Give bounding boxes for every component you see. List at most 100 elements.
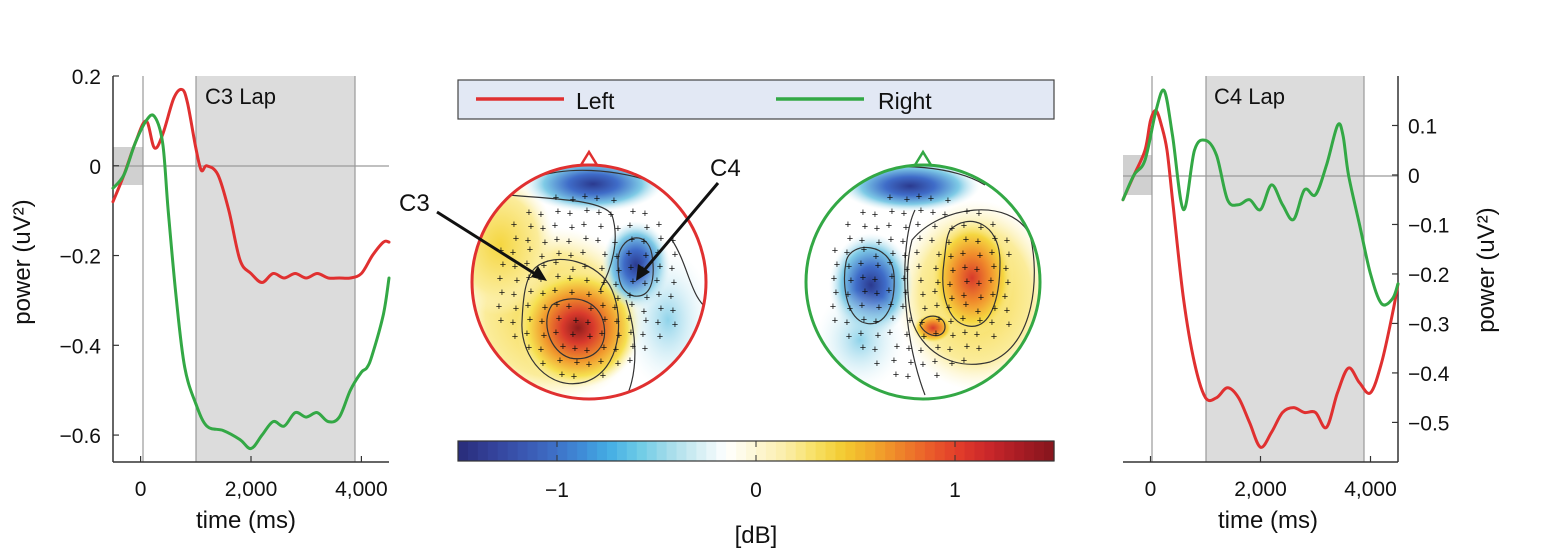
colorbar-cell	[895, 441, 906, 461]
colorbar-cell	[527, 441, 539, 461]
sensor-marker: +	[1006, 319, 1012, 331]
sensor-marker: +	[584, 345, 590, 357]
colorbar-cell	[547, 441, 558, 461]
colorbar-cell	[805, 441, 817, 461]
sensor-marker: +	[844, 247, 850, 259]
sensor-marker: +	[890, 248, 896, 260]
analysis-window-band	[1206, 76, 1364, 462]
sensor-marker: +	[928, 193, 934, 205]
sensor-marker: +	[906, 343, 912, 355]
colorbar-cell	[785, 441, 797, 461]
sensor-marker: +	[526, 272, 532, 284]
sensor-marker: +	[553, 192, 559, 204]
contour-line	[919, 315, 946, 337]
sensor-marker: +	[524, 328, 530, 340]
colorbar-cell	[885, 441, 896, 461]
contour-line	[671, 239, 706, 313]
sensor-marker: +	[916, 261, 922, 273]
sensor-marker: +	[1004, 305, 1010, 317]
colorbar-cell	[467, 441, 479, 461]
analysis-window-band	[196, 76, 355, 462]
y-axis-label: power (uV²)	[1473, 207, 1500, 332]
sensor-marker: +	[613, 344, 619, 356]
sensor-marker: +	[847, 233, 853, 245]
sensor-marker: +	[946, 237, 952, 249]
sensor-marker: +	[1004, 235, 1010, 247]
colorbar-cell	[974, 441, 986, 461]
sensor-marker: +	[602, 249, 608, 261]
colorbar-cell	[815, 441, 827, 461]
sensor-marker: +	[873, 316, 879, 328]
sensor-marker: +	[556, 248, 562, 260]
sensor-marker: +	[949, 223, 955, 235]
sensor-marker: +	[616, 265, 622, 277]
sensor-marker: +	[844, 317, 850, 329]
sensor-marker: +	[615, 223, 621, 235]
sensor-marker: +	[670, 305, 676, 317]
sensor-marker: +	[901, 273, 907, 285]
y-tick-label: −0.4	[1408, 363, 1450, 386]
sensor-marker: +	[918, 345, 924, 357]
sensor-marker: +	[890, 313, 896, 325]
sensor-marker: +	[658, 303, 664, 315]
sensor-marker: +	[947, 344, 953, 356]
sensor-marker: +	[903, 287, 909, 299]
sensor-marker: +	[612, 237, 618, 249]
colorbar-cell	[855, 441, 866, 461]
sensor-marker: +	[608, 209, 614, 221]
y-tick-label: 0.2	[72, 66, 101, 89]
sensor-marker: +	[587, 331, 593, 343]
sensor-marker: +	[566, 301, 572, 313]
sensor-marker: +	[538, 344, 544, 356]
colorbar-cell	[845, 441, 856, 461]
sensor-marker: +	[596, 207, 602, 219]
panel-label-c4: C4 Lap	[1214, 84, 1285, 109]
colorbar-cell	[557, 441, 568, 461]
sensor-marker: +	[584, 205, 590, 217]
sensor-marker: +	[988, 275, 994, 287]
sensor-marker: +	[935, 342, 941, 354]
sensor-marker: +	[1006, 249, 1012, 261]
sensor-marker: +	[655, 317, 661, 329]
sensor-marker: +	[976, 343, 982, 355]
contour-line	[617, 237, 654, 297]
sensor-marker: +	[978, 222, 984, 234]
sensor-marker: +	[644, 292, 650, 304]
sensor-marker: +	[588, 303, 594, 315]
sensor-marker: +	[525, 235, 531, 247]
sensor-marker: +	[901, 208, 907, 220]
sensor-marker: +	[960, 313, 966, 325]
sensor-marker: +	[654, 275, 660, 287]
sensor-marker: +	[950, 330, 956, 342]
colorbar-cell	[458, 441, 469, 461]
sensor-marker: +	[525, 300, 531, 312]
colorbar-cell	[1014, 441, 1025, 461]
colorbar-cell	[587, 441, 598, 461]
sensor-marker: +	[560, 341, 566, 353]
sensor-marker: +	[671, 277, 677, 289]
sensor-marker: +	[598, 286, 604, 298]
sensor-marker: +	[992, 303, 998, 315]
sensor-marker: +	[574, 357, 580, 369]
sensor-marker: +	[831, 273, 837, 285]
sensor-marker: +	[962, 327, 968, 339]
sensor-marker: +	[935, 277, 941, 289]
sensor-marker: +	[920, 289, 926, 301]
colorbar-tick-label: −1	[545, 479, 569, 502]
contour-line	[843, 246, 895, 325]
colorbar-cell	[626, 441, 638, 461]
nose-marker	[912, 149, 934, 167]
colorbar-cell	[507, 441, 519, 461]
sensor-marker: +	[860, 342, 866, 354]
head-outline	[804, 163, 1042, 401]
y-tick-label: −0.2	[1408, 264, 1449, 287]
sensor-marker: +	[510, 317, 516, 329]
y-tick-label: 0	[1408, 165, 1420, 188]
sensor-marker: +	[581, 219, 587, 231]
colorbar-cell	[537, 441, 548, 461]
sensor-marker: +	[904, 264, 910, 276]
sensor-marker: +	[511, 219, 517, 231]
sensor-marker: +	[613, 279, 619, 291]
sensor-marker: +	[555, 271, 561, 283]
sensor-marker: +	[640, 329, 646, 341]
